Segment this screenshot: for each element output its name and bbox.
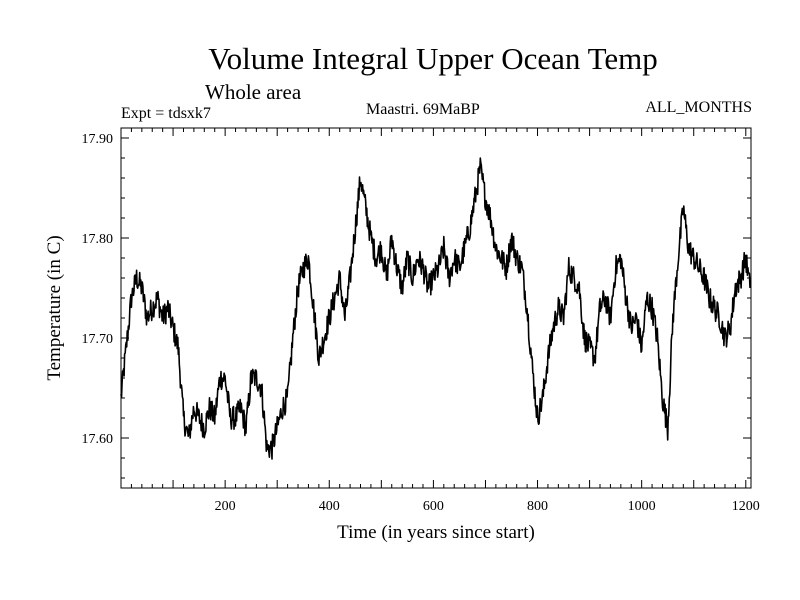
- expt-label: Expt = tdsxk7: [121, 105, 211, 122]
- x-tick-label: 600: [423, 499, 444, 514]
- y-tick-label: 17.80: [82, 232, 114, 247]
- y-axis-label: Temperature (in C): [44, 235, 65, 380]
- x-tick-label: 800: [527, 499, 548, 514]
- months-label: ALL_MONTHS: [645, 99, 752, 116]
- period-label: Maastri. 69MaBP: [366, 101, 480, 118]
- y-tick-label: 17.60: [82, 432, 114, 447]
- chart-title: Volume Integral Upper Ocean Temp: [208, 41, 658, 76]
- temperature-series-line: [120, 157, 751, 460]
- y-tick-label: 17.70: [82, 332, 114, 347]
- y-tick-labels: 17.60 17.70 17.80 17.90: [82, 132, 114, 447]
- x-tick-label: 1200: [732, 499, 760, 514]
- x-tick-labels: 200 400 600 800 1000 1200: [215, 499, 760, 514]
- x-tick-label: 1000: [628, 499, 656, 514]
- chart-subtitle: Whole area: [205, 80, 302, 104]
- y-tick-label: 17.90: [82, 132, 114, 147]
- x-tick-label: 400: [319, 499, 340, 514]
- axis-ticks: [121, 128, 751, 488]
- x-tick-label: 200: [215, 499, 236, 514]
- x-axis-label: Time (in years since start): [337, 522, 535, 543]
- plot-frame: [120, 127, 752, 489]
